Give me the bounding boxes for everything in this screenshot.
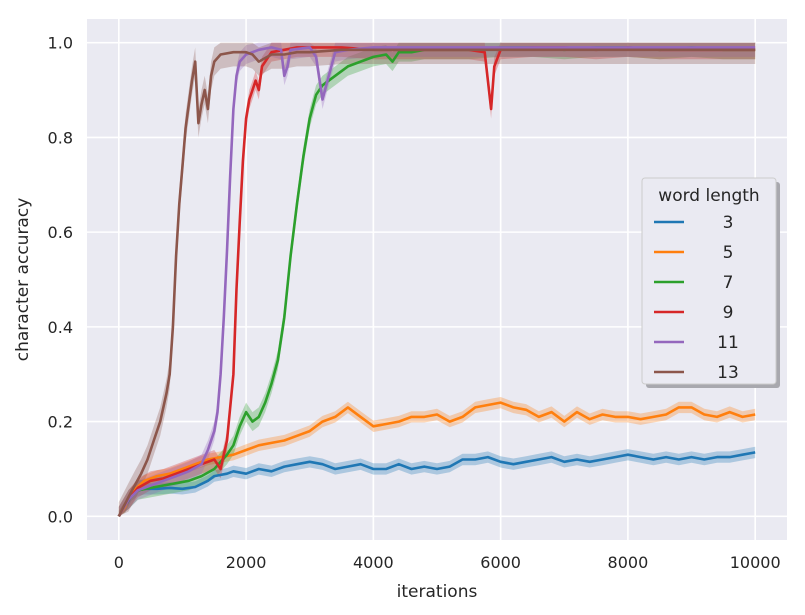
legend-items: 3 5 7 9 11 13	[654, 213, 739, 383]
series-3-line	[117, 451, 756, 518]
legend-label-11: 11	[717, 333, 739, 353]
x-tick-label: 2000	[226, 553, 267, 572]
legend-label-13: 13	[717, 363, 739, 383]
x-tick-label: 4000	[353, 553, 394, 572]
x-axis-label: iterations	[397, 582, 478, 602]
x-tick-label: 0	[114, 553, 124, 572]
y-tick-label: 0.4	[48, 318, 73, 337]
series-3-band	[118, 446, 756, 517]
y-tick-label: 0.2	[48, 413, 73, 432]
grid-lines	[87, 19, 787, 540]
y-tick-label: 0.6	[48, 223, 73, 242]
series-5-band	[118, 397, 756, 517]
legend-label-5: 5	[723, 243, 734, 263]
x-tick-label: 6000	[480, 553, 521, 572]
x-tick-label: 10000	[730, 553, 781, 572]
legend-label-7: 7	[723, 273, 734, 293]
legend-label-9: 9	[723, 303, 734, 323]
y-tick-label: 1.0	[48, 34, 73, 53]
y-axis-label: character accuracy	[13, 198, 33, 362]
series-11-line	[117, 46, 756, 517]
y-tick-labels: 0.0 0.2 0.4 0.6 0.8 1.0	[48, 34, 73, 527]
x-tick-labels: 0 2000 4000 6000 8000 10000	[114, 553, 781, 572]
legend-box	[641, 177, 777, 385]
legend: word length 3 5 7 9 11 13	[641, 177, 780, 388]
legend-title: word length	[658, 186, 759, 206]
legend-label-3: 3	[723, 213, 734, 233]
x-tick-label: 8000	[608, 553, 649, 572]
y-tick-label: 0.8	[48, 128, 73, 147]
series-13-line	[117, 48, 756, 517]
y-tick-label: 0.0	[48, 507, 73, 526]
series-lines	[117, 46, 756, 518]
